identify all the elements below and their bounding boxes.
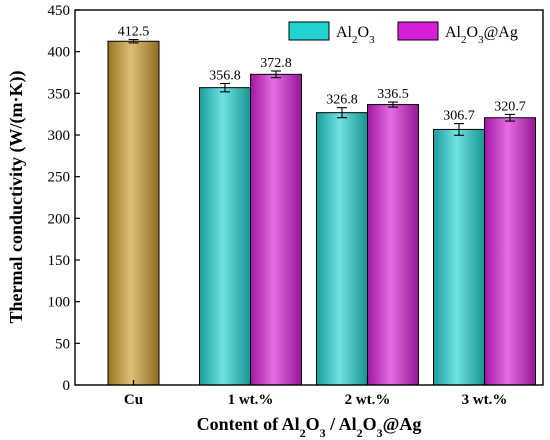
legend-subscript: 2 <box>461 34 467 46</box>
y-tick-label: 0 <box>63 378 71 394</box>
data-label: 356.8 <box>209 69 241 84</box>
legend-text-part: O <box>358 24 370 41</box>
y-tick-label: 300 <box>48 128 71 144</box>
y-axis: 0 50 100 150 200 250 300 350 400 450 <box>48 3 80 394</box>
y-tick-label: 50 <box>55 336 70 352</box>
x-tick-label: 3 wt.% <box>462 392 508 408</box>
bars-group: 412.5 356.8 372.8 326.8 336.5 306.7 320.7 <box>107 25 536 386</box>
x-tick-label: 1 wt.% <box>228 392 274 408</box>
legend-text-part: O <box>467 24 479 41</box>
bar <box>199 87 251 386</box>
data-label: 306.7 <box>443 109 475 124</box>
legend-subscript: 3 <box>478 34 484 46</box>
plot-frame <box>74 9 544 386</box>
legend-label-al2o3: Al2O3 <box>336 24 375 46</box>
x-title-part: @Ag <box>383 414 422 434</box>
x-axis: Cu 1 wt.% 2 wt.% 3 wt.% <box>124 380 508 408</box>
y-tick-label: 150 <box>48 253 71 269</box>
legend-subscript: 2 <box>352 34 358 46</box>
x-title-subscript: 3 <box>320 426 326 440</box>
x-title-subscript: 2 <box>357 426 363 440</box>
legend-text-part: Al <box>336 24 353 41</box>
x-title-part: O <box>306 414 320 434</box>
y-tick-label: 350 <box>48 86 71 102</box>
x-tick-label: 2 wt.% <box>345 392 391 408</box>
y-tick-label: 250 <box>48 170 71 186</box>
legend-subscript: 3 <box>369 34 375 46</box>
y-tick-label: 200 <box>48 211 71 227</box>
bar <box>433 128 485 386</box>
x-title-subscript: 3 <box>377 426 383 440</box>
legend: Al2O3 Al2O3@Ag <box>288 21 518 46</box>
x-title-subscript: 2 <box>300 426 306 440</box>
y-tick-label: 100 <box>48 295 71 311</box>
data-label: 326.8 <box>326 93 358 108</box>
bar <box>484 117 536 386</box>
x-axis-title: Content of Al2O3 / Al2O3@Ag <box>197 414 422 440</box>
x-title-part: Content of Al <box>197 414 300 434</box>
y-axis-title: Thermal conductivity (W/(m·K)) <box>6 71 27 324</box>
bar <box>367 104 419 386</box>
data-label: 372.8 <box>260 56 292 71</box>
x-title-part: / Al <box>326 414 357 434</box>
y-tick-label: 450 <box>48 3 71 19</box>
bar <box>107 40 160 386</box>
data-label: 320.7 <box>494 99 526 114</box>
legend-text-part: Al <box>445 24 462 41</box>
y-tick-label: 400 <box>48 45 71 61</box>
data-label: 336.5 <box>377 87 409 102</box>
bar <box>250 73 302 386</box>
legend-label-al2o3-ag: Al2O3@Ag <box>445 24 518 46</box>
legend-swatch-al2o3 <box>288 21 330 41</box>
legend-swatch-al2o3-ag <box>397 21 439 41</box>
data-label: 412.5 <box>118 25 150 40</box>
legend-text-part: @Ag <box>484 24 518 41</box>
bar <box>316 112 368 386</box>
x-tick-label: Cu <box>124 392 143 408</box>
x-title-part: O <box>363 414 377 434</box>
